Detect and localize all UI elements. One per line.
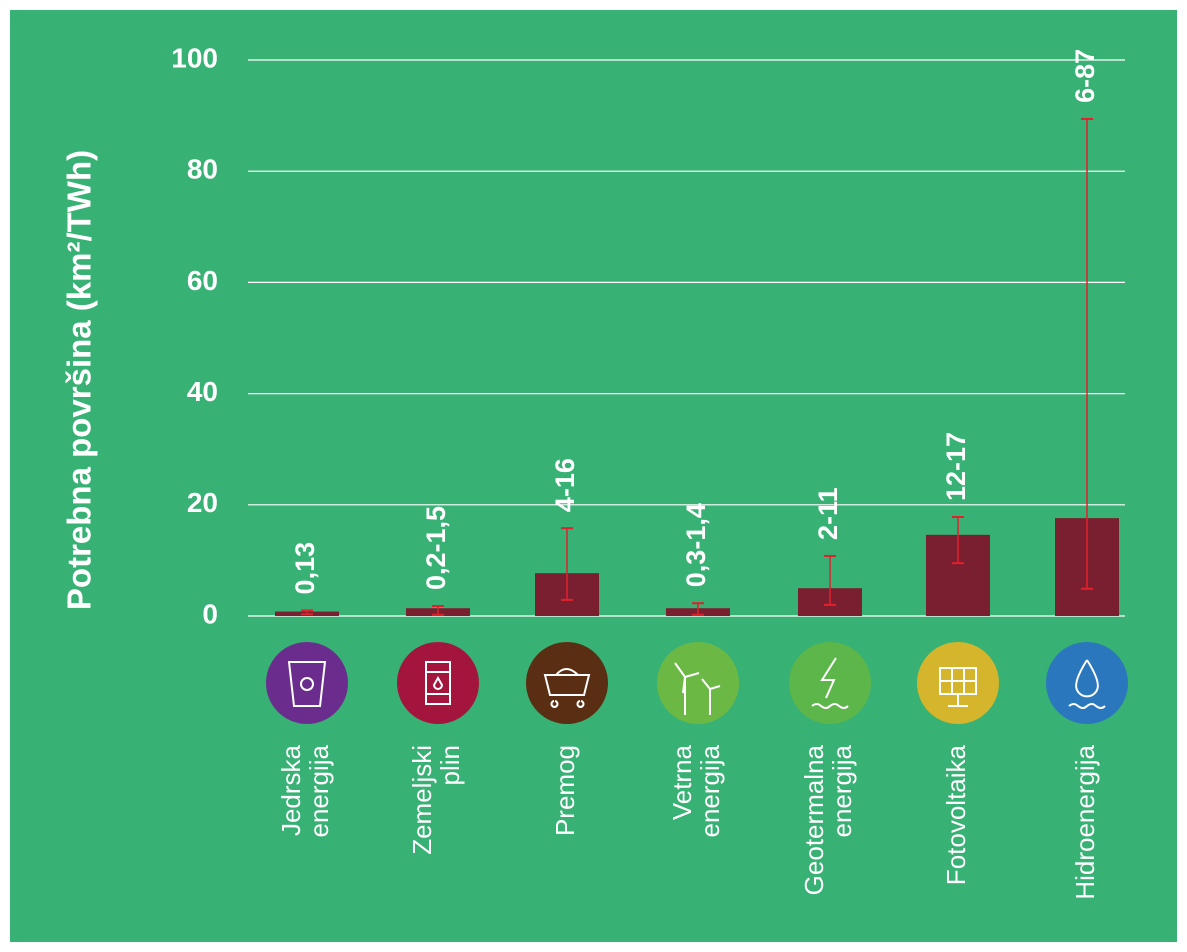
icon xyxy=(917,642,999,724)
icon xyxy=(425,661,451,705)
x-tick-label: Jedrska xyxy=(276,744,306,836)
range-label: 2-11 xyxy=(813,487,843,540)
icon xyxy=(543,668,591,708)
icon xyxy=(811,657,849,709)
icon xyxy=(526,642,608,724)
range-label: 0,13 xyxy=(290,542,320,595)
y-tick-label: 40 xyxy=(187,376,218,407)
x-tick-label: energija xyxy=(304,744,334,837)
icon xyxy=(1046,642,1128,724)
range-label: 6-87 xyxy=(1070,49,1100,103)
icon xyxy=(789,642,871,724)
y-tick-label: 0 xyxy=(202,598,218,629)
x-tick-label: energija xyxy=(695,744,725,837)
y-tick-label: 20 xyxy=(187,487,218,518)
range-label: 0,3-1,4 xyxy=(681,503,711,587)
icon xyxy=(674,662,721,715)
background xyxy=(10,10,1177,942)
x-tick-label: Vetrna xyxy=(667,744,697,820)
x-tick-label: Premog xyxy=(550,745,580,836)
icon xyxy=(1068,659,1106,709)
y-tick-label: 60 xyxy=(187,265,218,296)
y-axis-title: Potrebna površina (km²/TWh) xyxy=(61,150,98,610)
icon xyxy=(287,661,327,707)
icon xyxy=(657,642,739,724)
x-tick-label: Hidroenergija xyxy=(1070,744,1100,899)
range-label: 0,2-1,5 xyxy=(421,506,451,590)
x-tick-label: Geotermalna xyxy=(799,744,829,895)
icon xyxy=(939,667,977,707)
x-tick-label: Fotovoltaika xyxy=(941,744,971,885)
x-tick-label: plin xyxy=(435,745,465,785)
x-tick-label: Zemeljski xyxy=(407,745,437,855)
icon xyxy=(266,642,348,724)
range-label: 12-17 xyxy=(941,432,971,501)
y-tick-label: 80 xyxy=(187,154,218,185)
y-tick-label: 100 xyxy=(171,42,218,73)
icons xyxy=(266,642,1128,724)
x-tick-label: energija xyxy=(827,744,857,837)
range-label: 4-16 xyxy=(550,458,580,512)
icon xyxy=(397,642,479,724)
